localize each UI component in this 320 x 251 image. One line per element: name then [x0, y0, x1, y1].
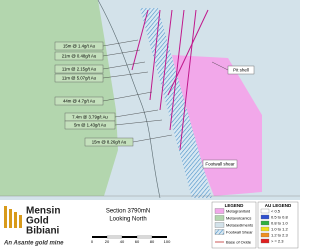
callout-text: 44m @ 4.7g/t Au [63, 98, 96, 103]
logo-line2: Gold [26, 216, 49, 227]
au-swatch [260, 208, 270, 214]
legend-label: Metagranitoid [226, 208, 250, 213]
drill-hole [131, 9, 149, 71]
footwall-shear-label: Footwall shear [205, 161, 235, 166]
au-swatch [260, 214, 270, 220]
scale-label: 60 [135, 239, 140, 244]
drill-hole [149, 9, 161, 101]
au-swatch [260, 238, 270, 244]
pit-shell-label: Pit shell [233, 67, 249, 72]
scale-label: 0 [91, 239, 94, 244]
page: 15m @ 1.4g/t Au 21m @ 0.48g/t Au 11m @ 2… [0, 0, 300, 249]
scale-label: 20 [105, 239, 110, 244]
scale-labels: 0 20 40 60 80 100 [91, 239, 171, 244]
pit-shell-line [97, 0, 161, 199]
au-swatch [260, 226, 270, 232]
callout-text: 11m @ 2.15g/t Au [62, 66, 97, 71]
section-title: Section 3790mN [106, 209, 150, 215]
legend-swatch [214, 222, 225, 228]
callout: 44m @ 4.7g/t Au [54, 91, 153, 106]
legend-label: Metasediments [226, 222, 253, 227]
callout-text: 5m @ 1.43g/t Au [74, 122, 107, 127]
pit-shell-leader [211, 61, 229, 71]
callout-text: 11m @ 5.07g/t Au [62, 75, 97, 80]
au-label: 1.2 to 2.3 [271, 232, 288, 237]
au-label: > = 2.3 [271, 238, 284, 243]
metagranitoid-area [172, 55, 262, 196]
logo-line3: Bibiani [26, 226, 60, 237]
callout-text: 21m @ 0.48g/t Au [62, 53, 97, 58]
au-label: < 0.5 [271, 208, 281, 213]
callouts: 15m @ 1.4g/t Au 21m @ 0.48g/t Au 11m @ 2… [54, 39, 173, 147]
logo-icon [4, 206, 22, 228]
callout: 15m @ 1.4g/t Au [54, 39, 139, 51]
callout: 15m @ 8.26g/t Au [84, 134, 173, 147]
drill-hole [167, 9, 209, 96]
callout: 11m @ 2.15g/t Au [54, 61, 146, 74]
legend-swatch [214, 229, 225, 235]
scale-bar [92, 235, 167, 239]
callout: 5m @ 1.43g/t Au [64, 119, 163, 130]
callout: 21m @ 0.48g/t Au [54, 49, 141, 61]
au-label: 0.5 to 0.8 [271, 214, 288, 219]
au-legend-title: AU LEGEND [265, 203, 292, 208]
au-label: 1.0 to 1.2 [271, 226, 288, 231]
footwall-box [202, 159, 238, 169]
footwall-shear-zone [140, 8, 212, 198]
drill-hole [179, 9, 197, 151]
drill-hole [169, 9, 185, 131]
logo-tagline: An Asante gold mine [3, 241, 64, 247]
logo-line1: Mensin [26, 206, 60, 217]
legend-label: Footwall Shear [226, 229, 253, 234]
section-subtitle: Looking North [109, 217, 146, 223]
legend-swatch [214, 208, 225, 214]
callout-text: 7.4m @ 3.79g/t Au [72, 114, 108, 119]
callout-text: 15m @ 1.4g/t Au [63, 43, 96, 48]
legend-items: Metagranitoid Metavolcanics Metasediments F… [214, 208, 253, 235]
scale-label: 100 [164, 239, 171, 244]
pit-shell-box [227, 65, 255, 75]
legend-label: Metavolcanics [226, 215, 251, 220]
legend-title: LEGEND [225, 203, 245, 208]
au-legend-items: < 0.50.5 to 0.80.8 to 1.01.0 to 1.21.2 t… [260, 208, 288, 244]
scale-label: 80 [150, 239, 155, 244]
legend-oxide: Base of Oxide [226, 239, 252, 244]
callout: 11m @ 5.07g/t Au [54, 71, 149, 83]
legend-swatch [214, 215, 225, 221]
au-swatch [260, 232, 270, 238]
au-label: 0.8 to 1.0 [271, 220, 288, 225]
callout-text: 15m @ 8.26g/t Au [92, 139, 127, 144]
drill-holes [131, 9, 209, 151]
au-swatch [260, 220, 270, 226]
scale-label: 40 [120, 239, 125, 244]
drill-hole [159, 9, 173, 111]
section-map: 15m @ 1.4g/t Au 21m @ 0.48g/t Au 11m @ 2… [0, 0, 300, 249]
